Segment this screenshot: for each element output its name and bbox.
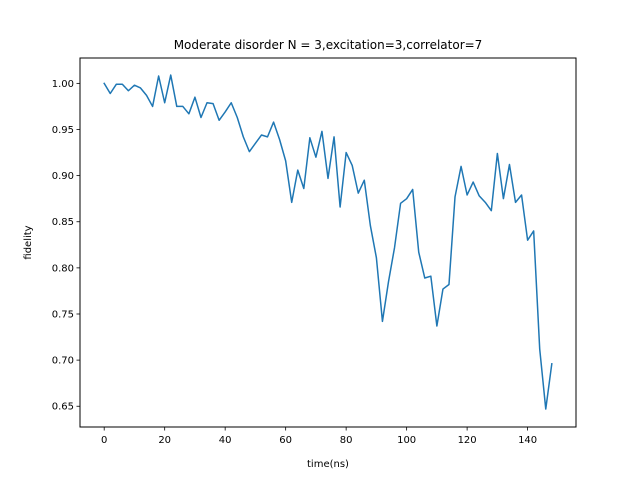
y-tick-label: 0.65: [52, 402, 74, 413]
y-tick-label: 0.80: [52, 263, 74, 274]
x-axis-label: time(ns): [307, 459, 349, 470]
plot-frame: [79, 57, 577, 428]
y-tick-label: 0.70: [52, 356, 74, 367]
plot-area: [103, 74, 553, 410]
x-tick-label: 40: [219, 435, 232, 446]
x-tick-label: 80: [340, 435, 353, 446]
y-axis-label: fidelity: [23, 225, 34, 259]
x-tick-label: 100: [397, 435, 416, 446]
series-line-0: [103, 74, 553, 410]
x-tick-label: 140: [518, 435, 537, 446]
x-tick-label: 120: [458, 435, 477, 446]
y-tick-label: 1.00: [52, 79, 74, 90]
y-tick-label: 0.90: [52, 171, 74, 182]
x-tick-label: 20: [158, 435, 171, 446]
y-axis: 0.65 0.70 0.75 0.80 0.85 0.90 0.95 1.00: [52, 79, 80, 413]
chart-title: Moderate disorder N = 3,excitation=3,cor…: [174, 38, 483, 52]
y-tick-label: 0.85: [52, 217, 74, 228]
x-tick-label: 0: [101, 435, 107, 446]
x-tick-label: 60: [279, 435, 292, 446]
y-tick-label: 0.95: [52, 125, 74, 136]
y-tick-label: 0.75: [52, 309, 74, 320]
x-axis: 0 20 40 60 80 100 120 140: [101, 427, 537, 446]
